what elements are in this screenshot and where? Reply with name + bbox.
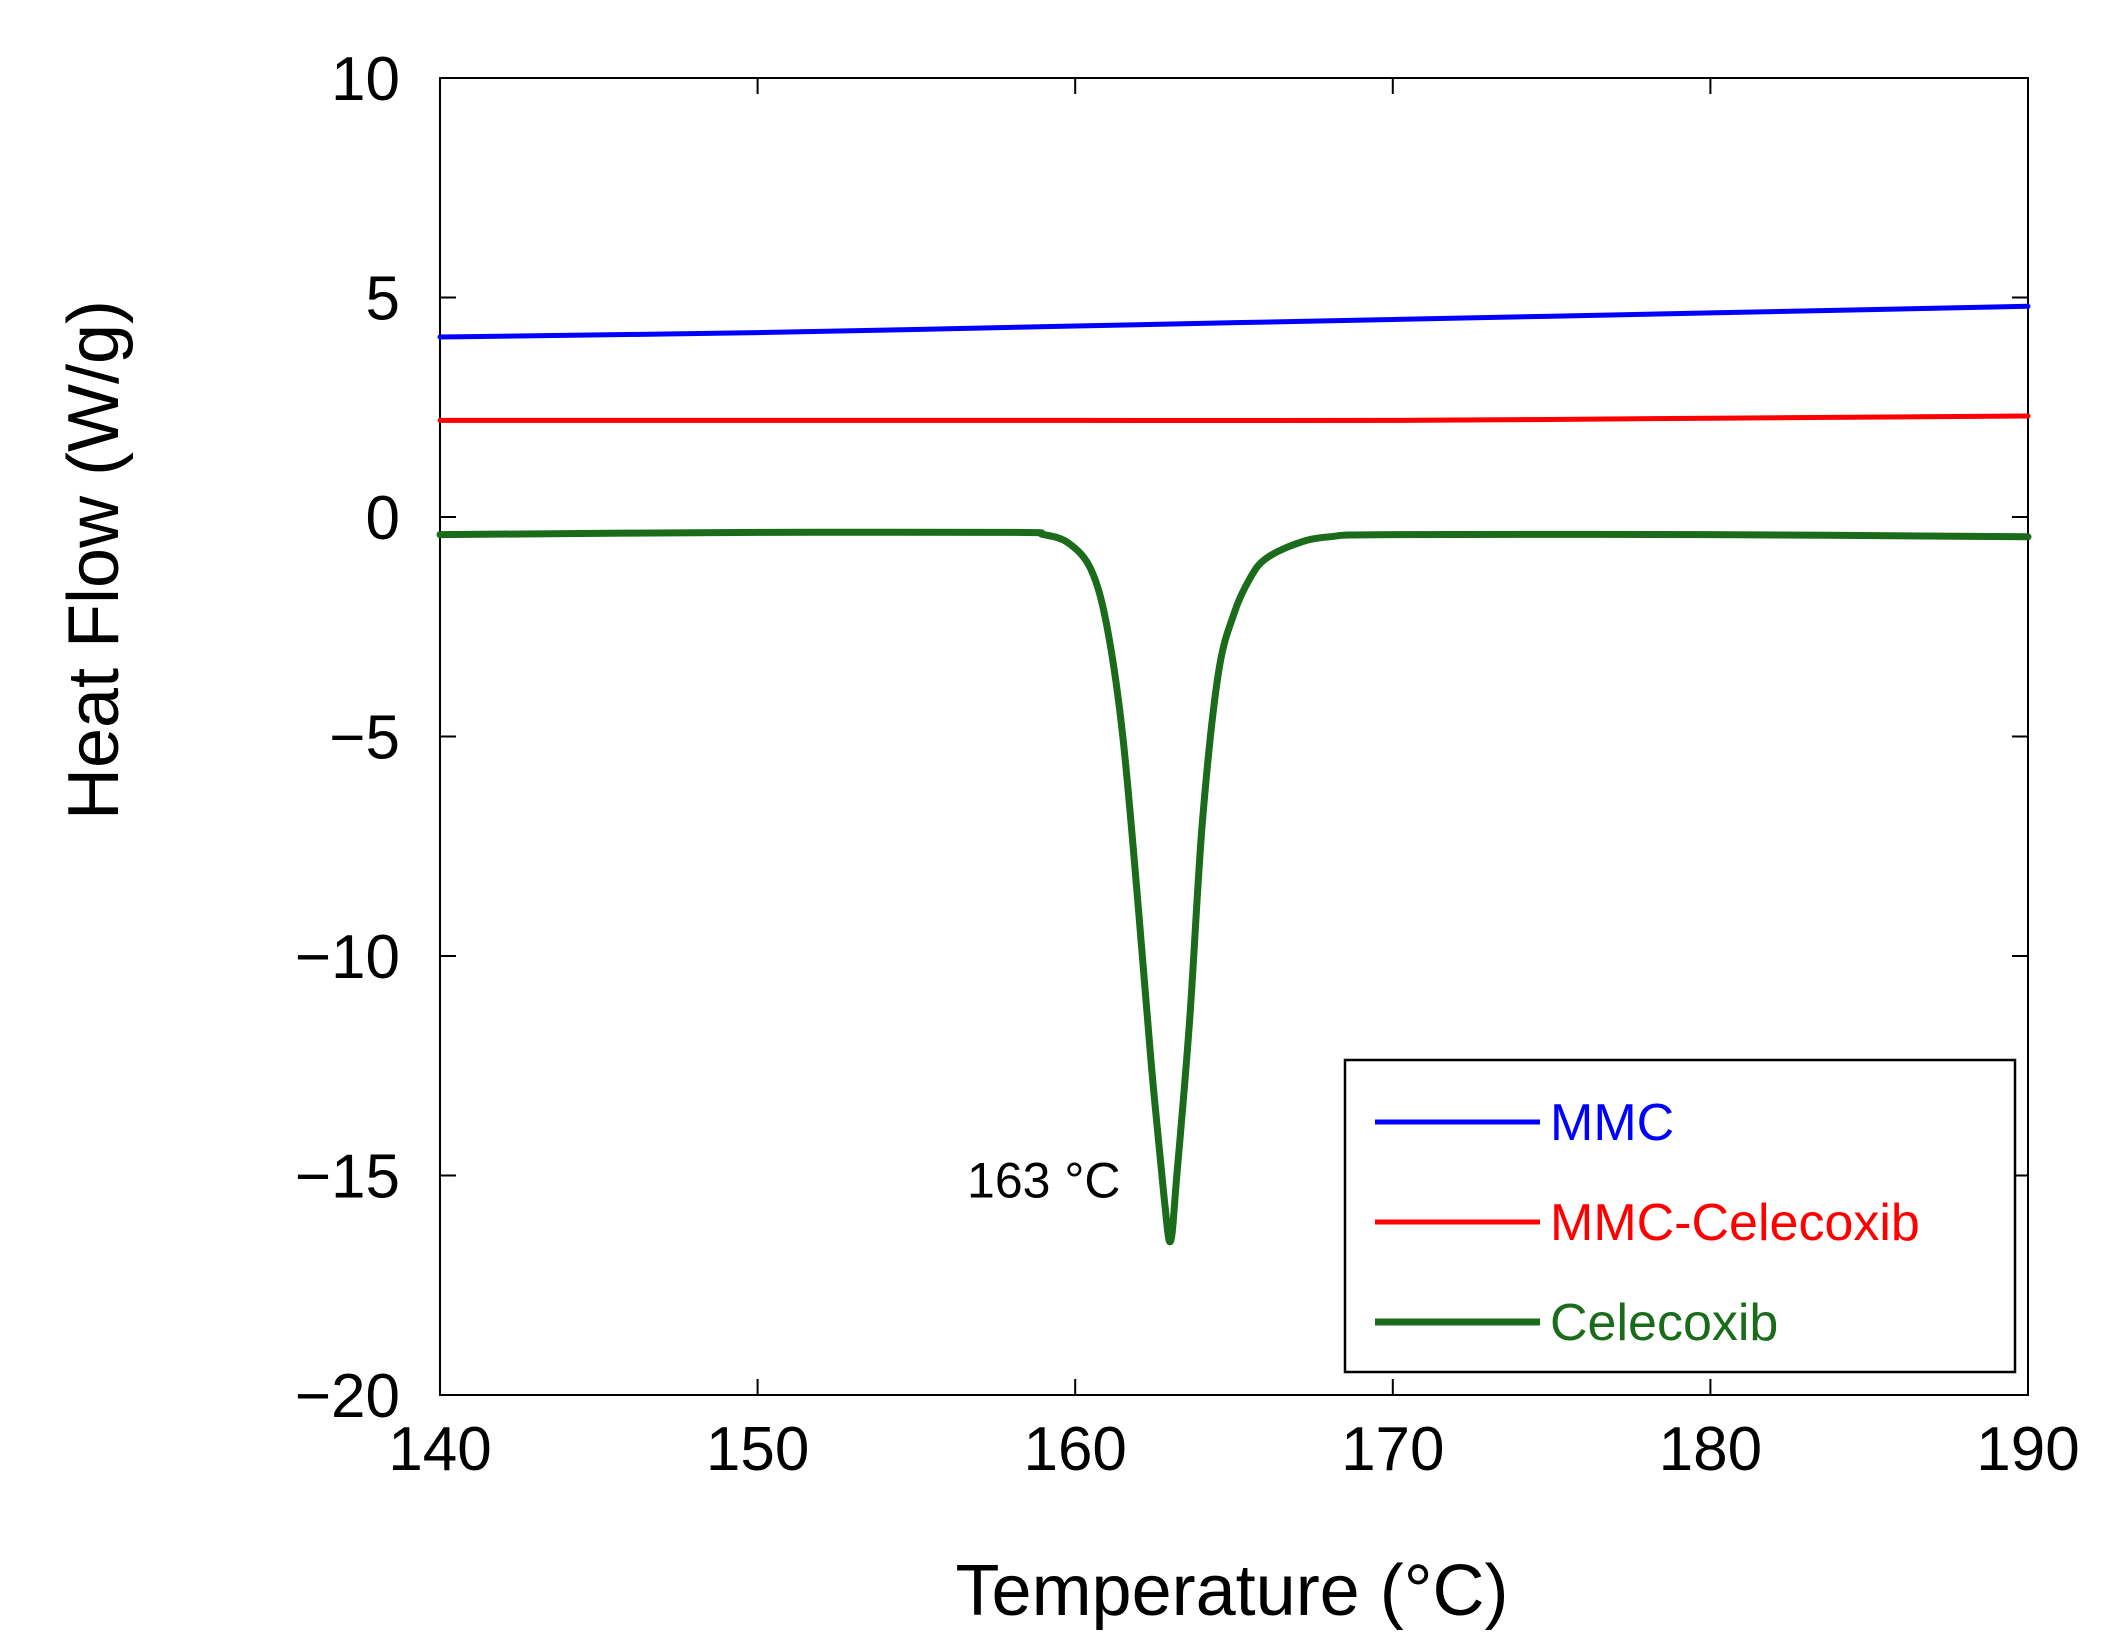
series-line-celecoxib bbox=[436, 528, 2032, 1246]
y-axis-title: Heat Flow (W/g) bbox=[54, 300, 134, 820]
legend-label: Celecoxib bbox=[1550, 1294, 1778, 1352]
series-line-mmc bbox=[437, 303, 2031, 340]
y-tick-label: 10 bbox=[331, 45, 400, 114]
legend: MMC MMC-Celecoxib Celecoxib bbox=[1343, 1058, 2017, 1374]
peak-annotation: 163 °C bbox=[967, 1153, 1120, 1209]
x-tick-label: 190 bbox=[1976, 1415, 2079, 1484]
y-tick-label: −10 bbox=[295, 923, 400, 992]
series-line-mmc-celecoxib bbox=[437, 413, 2031, 424]
legend-label: MMC bbox=[1550, 1094, 1674, 1152]
x-tick-label: 170 bbox=[1341, 1415, 1444, 1484]
x-tick-label: 150 bbox=[706, 1415, 809, 1484]
legend-label: MMC-Celecoxib bbox=[1550, 1194, 1920, 1252]
x-axis-ticks: 140 150 160 170 180 190 bbox=[388, 78, 2080, 1484]
x-tick-label: 160 bbox=[1023, 1415, 1126, 1484]
y-tick-label: −15 bbox=[295, 1143, 400, 1212]
x-tick-label: 140 bbox=[388, 1415, 491, 1484]
x-axis-title: Temperature (°C) bbox=[956, 1551, 1509, 1631]
y-tick-label: 5 bbox=[366, 265, 400, 334]
y-tick-label: −20 bbox=[295, 1362, 400, 1431]
y-tick-label: −5 bbox=[329, 704, 400, 773]
y-tick-label: 0 bbox=[366, 484, 400, 553]
series-layer bbox=[436, 303, 2032, 1246]
x-tick-label: 180 bbox=[1659, 1415, 1762, 1484]
y-axis-ticks: 10 5 0 −5 −10 −15 −20 bbox=[295, 45, 2028, 1431]
